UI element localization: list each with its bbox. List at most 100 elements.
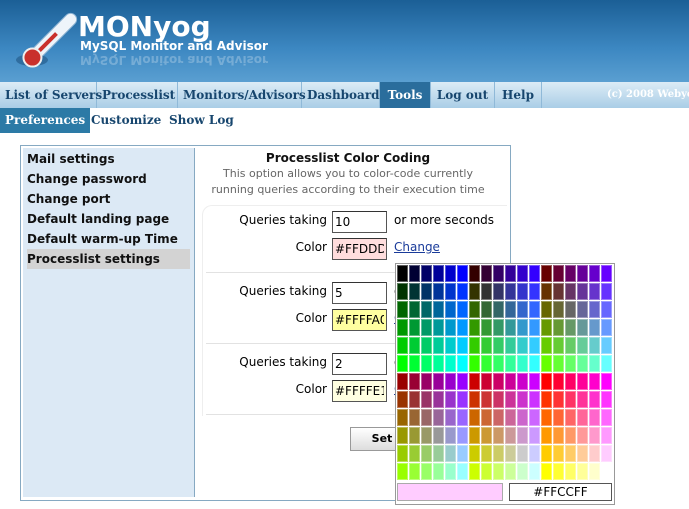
color-cell[interactable] (505, 355, 516, 372)
color-cell[interactable] (565, 373, 576, 390)
color-cell[interactable] (565, 463, 576, 480)
color-cell[interactable] (445, 445, 456, 462)
color-cell[interactable] (529, 445, 540, 462)
color-cell[interactable] (433, 373, 444, 390)
color-cell[interactable] (445, 427, 456, 444)
color-cell[interactable] (397, 301, 408, 318)
color-cell[interactable] (601, 319, 612, 336)
color-cell[interactable] (601, 427, 612, 444)
color-cell[interactable] (445, 391, 456, 408)
color-cell[interactable] (529, 463, 540, 480)
color-cell[interactable] (493, 463, 504, 480)
color-cell[interactable] (421, 391, 432, 408)
color-cell[interactable] (397, 427, 408, 444)
color-cell[interactable] (565, 409, 576, 426)
color-cell[interactable] (445, 409, 456, 426)
color-cell[interactable] (469, 463, 480, 480)
color-cell[interactable] (409, 337, 420, 354)
color-cell[interactable] (577, 409, 588, 426)
color-cell[interactable] (589, 337, 600, 354)
color-input[interactable] (332, 380, 387, 402)
color-cell[interactable] (493, 301, 504, 318)
color-cell[interactable] (517, 409, 528, 426)
color-cell[interactable] (541, 445, 552, 462)
sidebar-item[interactable]: Change password (27, 172, 147, 186)
color-cell[interactable] (577, 445, 588, 462)
color-cell[interactable] (529, 319, 540, 336)
color-cell[interactable] (517, 301, 528, 318)
color-cell[interactable] (493, 409, 504, 426)
color-cell[interactable] (577, 373, 588, 390)
color-cell[interactable] (421, 427, 432, 444)
color-cell[interactable] (397, 409, 408, 426)
color-cell[interactable] (541, 391, 552, 408)
color-cell[interactable] (421, 463, 432, 480)
color-cell[interactable] (553, 319, 564, 336)
color-cell[interactable] (481, 301, 492, 318)
color-cell[interactable] (541, 337, 552, 354)
color-cell[interactable] (601, 409, 612, 426)
color-cell[interactable] (493, 265, 504, 282)
color-cell[interactable] (433, 301, 444, 318)
color-cell[interactable] (541, 409, 552, 426)
color-cell[interactable] (469, 427, 480, 444)
color-cell[interactable] (529, 265, 540, 282)
nav-tab[interactable]: List of Servers (0, 82, 102, 108)
color-cell[interactable] (493, 337, 504, 354)
sidebar-item[interactable]: Processlist settings (27, 249, 190, 269)
color-cell[interactable] (505, 409, 516, 426)
color-cell[interactable] (481, 265, 492, 282)
color-cell[interactable] (577, 283, 588, 300)
color-cell[interactable] (589, 265, 600, 282)
color-cell[interactable] (601, 373, 612, 390)
color-cell[interactable] (529, 409, 540, 426)
color-cell[interactable] (577, 427, 588, 444)
color-cell[interactable] (445, 301, 456, 318)
color-cell[interactable] (397, 445, 408, 462)
color-cell[interactable] (505, 463, 516, 480)
change-link[interactable]: Change (394, 240, 440, 254)
nav-tab[interactable]: Help (495, 82, 542, 108)
color-cell[interactable] (421, 409, 432, 426)
color-cell[interactable] (469, 391, 480, 408)
color-cell[interactable] (397, 373, 408, 390)
sidebar-item[interactable]: Mail settings (27, 152, 115, 166)
color-cell[interactable] (469, 355, 480, 372)
color-cell[interactable] (481, 445, 492, 462)
color-cell[interactable] (553, 463, 564, 480)
color-cell[interactable] (529, 391, 540, 408)
color-cell[interactable] (457, 337, 468, 354)
color-cell[interactable] (397, 337, 408, 354)
color-cell[interactable] (457, 301, 468, 318)
color-cell[interactable] (445, 319, 456, 336)
color-cell[interactable] (589, 355, 600, 372)
color-cell[interactable] (397, 319, 408, 336)
color-cell[interactable] (469, 301, 480, 318)
color-cell[interactable] (469, 265, 480, 282)
color-cell[interactable] (577, 319, 588, 336)
color-cell[interactable] (517, 283, 528, 300)
color-cell[interactable] (493, 391, 504, 408)
color-cell[interactable] (589, 301, 600, 318)
color-cell[interactable] (457, 409, 468, 426)
seconds-input[interactable] (332, 211, 387, 233)
color-cell[interactable] (589, 427, 600, 444)
color-cell[interactable] (553, 301, 564, 318)
color-cell[interactable] (469, 319, 480, 336)
color-cell[interactable] (553, 283, 564, 300)
color-cell[interactable] (601, 445, 612, 462)
color-cell[interactable] (529, 301, 540, 318)
color-cell[interactable] (505, 301, 516, 318)
color-cell[interactable] (589, 391, 600, 408)
color-cell[interactable] (409, 391, 420, 408)
color-cell[interactable] (457, 373, 468, 390)
color-cell[interactable] (541, 283, 552, 300)
color-cell[interactable] (481, 409, 492, 426)
color-cell[interactable] (541, 373, 552, 390)
color-cell[interactable] (409, 445, 420, 462)
color-cell[interactable] (517, 373, 528, 390)
color-cell[interactable] (421, 373, 432, 390)
seconds-input[interactable] (332, 282, 387, 304)
color-cell[interactable] (553, 337, 564, 354)
color-cell[interactable] (397, 265, 408, 282)
